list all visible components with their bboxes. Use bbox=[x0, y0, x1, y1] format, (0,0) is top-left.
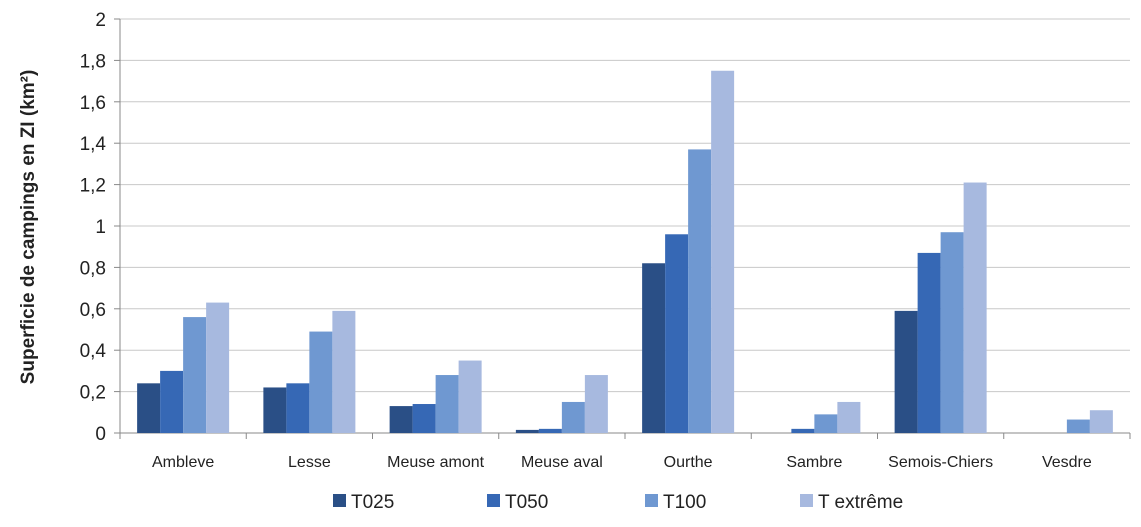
x-tick-label: Sambre bbox=[786, 454, 842, 471]
bar bbox=[412, 404, 436, 433]
y-tick-label: 0,4 bbox=[80, 341, 107, 362]
bar bbox=[183, 317, 207, 433]
y-tick-label: 1,2 bbox=[80, 176, 106, 197]
x-tick-label: Lesse bbox=[288, 454, 331, 471]
legend-swatch bbox=[800, 494, 813, 507]
x-tick-label: Vesdre bbox=[1042, 454, 1092, 471]
axis-labels: 0 0,2 0,4 0,6 0,8 1 1,2 1,4 1,6 1,8 2 Ambleve Lesse M… bbox=[80, 10, 1092, 471]
bar bbox=[1089, 410, 1113, 433]
bar bbox=[814, 414, 838, 433]
bar bbox=[458, 360, 482, 433]
x-tick-label: Meuse aval bbox=[521, 454, 603, 471]
bar bbox=[665, 234, 689, 433]
bar bbox=[791, 428, 815, 433]
bar bbox=[963, 182, 987, 433]
bar bbox=[917, 252, 941, 433]
legend-label: T025 bbox=[351, 492, 394, 513]
y-tick-label: 1,6 bbox=[80, 93, 106, 114]
bar bbox=[309, 331, 333, 433]
bar bbox=[263, 387, 287, 433]
bar bbox=[561, 401, 585, 433]
legend: T025 T050 T100 T extrême bbox=[333, 492, 903, 513]
bar bbox=[688, 149, 712, 433]
bar bbox=[940, 232, 964, 433]
legend-swatch bbox=[487, 494, 500, 507]
x-tick-label: Ourthe bbox=[664, 454, 713, 471]
bar bbox=[286, 383, 310, 433]
legend-label: T extrême bbox=[818, 492, 903, 513]
bar bbox=[515, 429, 539, 433]
y-tick-label: 1,8 bbox=[80, 51, 106, 72]
y-tick-label: 0 bbox=[95, 424, 106, 445]
y-tick-label: 2 bbox=[95, 10, 106, 31]
bar bbox=[1066, 419, 1090, 433]
bar bbox=[837, 401, 861, 433]
bars bbox=[137, 70, 1113, 433]
y-tick-label: 0,2 bbox=[80, 383, 106, 404]
bar bbox=[332, 310, 356, 433]
bar bbox=[160, 370, 184, 433]
bar bbox=[389, 406, 413, 433]
y-tick-label: 0,8 bbox=[80, 258, 106, 279]
bar bbox=[584, 375, 608, 433]
y-tick-label: 0,6 bbox=[80, 300, 106, 321]
bar bbox=[206, 302, 230, 433]
bar bbox=[894, 310, 918, 433]
x-tick-label: Meuse amont bbox=[387, 454, 484, 471]
y-tick-label: 1,4 bbox=[80, 134, 107, 155]
y-tick-label: 1 bbox=[95, 217, 106, 238]
bar bbox=[538, 428, 562, 433]
bar bbox=[137, 383, 161, 433]
legend-label: T100 bbox=[663, 492, 706, 513]
legend-label: T050 bbox=[505, 492, 548, 513]
bar bbox=[435, 375, 459, 433]
legend-swatch bbox=[333, 494, 346, 507]
bar bbox=[642, 263, 666, 433]
gridlines bbox=[120, 18, 1130, 393]
y-axis-title: Superficie de campings en ZI (km²) bbox=[18, 70, 39, 385]
bar bbox=[711, 70, 735, 433]
x-tick-label: Ambleve bbox=[152, 454, 214, 471]
legend-swatch bbox=[645, 494, 658, 507]
x-tick-label: Semois-Chiers bbox=[888, 454, 993, 471]
